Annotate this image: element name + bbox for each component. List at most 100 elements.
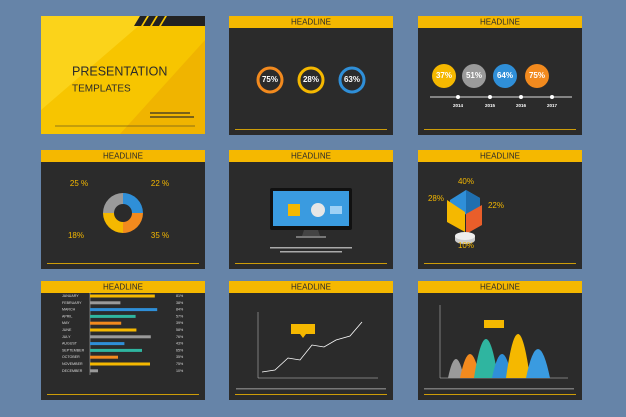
month-bar xyxy=(90,362,150,366)
slide-body xyxy=(41,150,205,269)
footer-line xyxy=(424,394,576,395)
decoration xyxy=(493,64,517,88)
footer-line xyxy=(47,263,199,264)
decoration xyxy=(338,66,366,94)
month-percent: 35% xyxy=(176,355,184,359)
header-bar xyxy=(418,150,582,162)
decoration xyxy=(288,204,300,216)
decoration xyxy=(330,206,342,214)
month-percent: 58% xyxy=(176,328,184,332)
month-label: MAY xyxy=(62,321,70,325)
decoration xyxy=(150,112,190,114)
circle-label: 63% xyxy=(344,75,360,84)
header-bar xyxy=(418,16,582,28)
cover-title: PRESENTATION xyxy=(72,64,167,78)
segment-label: 22 % xyxy=(151,179,169,188)
headline: HEADLINE xyxy=(480,152,520,161)
month-bars: JANUARY 81% FEBRUARY 38% MARCH 84% APRIL 57% MAY… xyxy=(62,292,184,375)
decoration xyxy=(236,388,386,390)
header-bar xyxy=(41,281,205,293)
decoration xyxy=(270,247,352,249)
footer-line xyxy=(424,263,576,264)
slide: HEADLINE xyxy=(418,150,582,269)
month-percent: 81% xyxy=(176,294,184,298)
month-bar xyxy=(90,328,137,332)
slide: HEADLINE xyxy=(41,150,205,269)
monitor xyxy=(270,188,352,253)
decoration xyxy=(432,64,456,88)
slide-body xyxy=(229,281,393,400)
cover-subtitle: TEMPLATES xyxy=(72,84,131,95)
footer-line xyxy=(47,394,199,395)
decoration xyxy=(152,16,165,26)
decoration xyxy=(447,200,465,232)
month-bar xyxy=(90,335,151,339)
pie-3d: 40% 28% 22% 10% xyxy=(428,177,504,250)
peak-chart xyxy=(424,305,574,390)
slide-body xyxy=(418,281,582,400)
bubble-label: 75% xyxy=(529,71,545,80)
year-label: 2017 xyxy=(547,103,558,108)
decoration xyxy=(462,64,486,88)
month-label: APRIL xyxy=(62,314,72,318)
decoration xyxy=(550,95,554,99)
month-percent: 75% xyxy=(176,362,184,366)
footer-line xyxy=(235,129,387,130)
slide-body xyxy=(41,281,205,400)
month-bar xyxy=(90,355,118,359)
month-label: MARCH xyxy=(62,308,76,312)
month-percent: 39% xyxy=(176,321,184,325)
decoration xyxy=(519,95,523,99)
month-percent: 76% xyxy=(176,335,184,339)
slide-body xyxy=(229,16,393,135)
decoration xyxy=(466,205,482,234)
decoration xyxy=(103,213,123,233)
header-bar xyxy=(229,150,393,162)
month-label: NOVEMBER xyxy=(62,362,83,366)
pie-label: 40% xyxy=(458,177,474,186)
footer-line xyxy=(235,394,387,395)
headline: HEADLINE xyxy=(291,152,331,161)
circle-label: 28% xyxy=(303,75,319,84)
headline: HEADLINE xyxy=(291,18,331,27)
month-label: JUNE xyxy=(62,328,72,332)
headline: HEADLINE xyxy=(103,283,143,292)
month-label: JANUARY xyxy=(62,294,79,298)
pie-label: 22% xyxy=(488,201,504,210)
header-bar xyxy=(41,150,205,162)
decoration xyxy=(300,334,306,338)
decoration xyxy=(256,66,284,94)
percent-circles: 75% 28% 63% xyxy=(256,66,366,94)
header-bar xyxy=(229,281,393,293)
circle-label: 75% xyxy=(262,75,278,84)
decoration xyxy=(526,349,550,378)
month-percent: 57% xyxy=(176,314,184,318)
segment-label: 35 % xyxy=(151,231,169,240)
decoration xyxy=(123,193,143,213)
month-percent: 65% xyxy=(176,348,184,352)
month-percent: 43% xyxy=(176,342,184,346)
month-bar xyxy=(90,342,125,346)
year-label: 2014 xyxy=(453,103,464,108)
decoration xyxy=(134,16,147,26)
decoration xyxy=(103,193,123,213)
decoration xyxy=(474,339,498,378)
month-bar xyxy=(90,321,122,325)
slide: HEADLINE xyxy=(41,281,205,400)
month-label: DECEMBER xyxy=(62,369,83,373)
decoration xyxy=(525,64,549,88)
decoration xyxy=(484,320,504,328)
decoration xyxy=(455,232,475,240)
segment-label: 25 % xyxy=(70,179,88,188)
month-label: OCTOBER xyxy=(62,355,80,359)
month-bar xyxy=(90,314,136,318)
month-label: JULY xyxy=(62,335,71,339)
decoration xyxy=(302,230,320,236)
decoration xyxy=(488,95,492,99)
decoration xyxy=(506,334,530,378)
month-bar xyxy=(90,369,98,373)
slide: HEADLINE xyxy=(418,281,582,400)
month-percent: 10% xyxy=(176,369,184,373)
decoration xyxy=(280,251,342,253)
